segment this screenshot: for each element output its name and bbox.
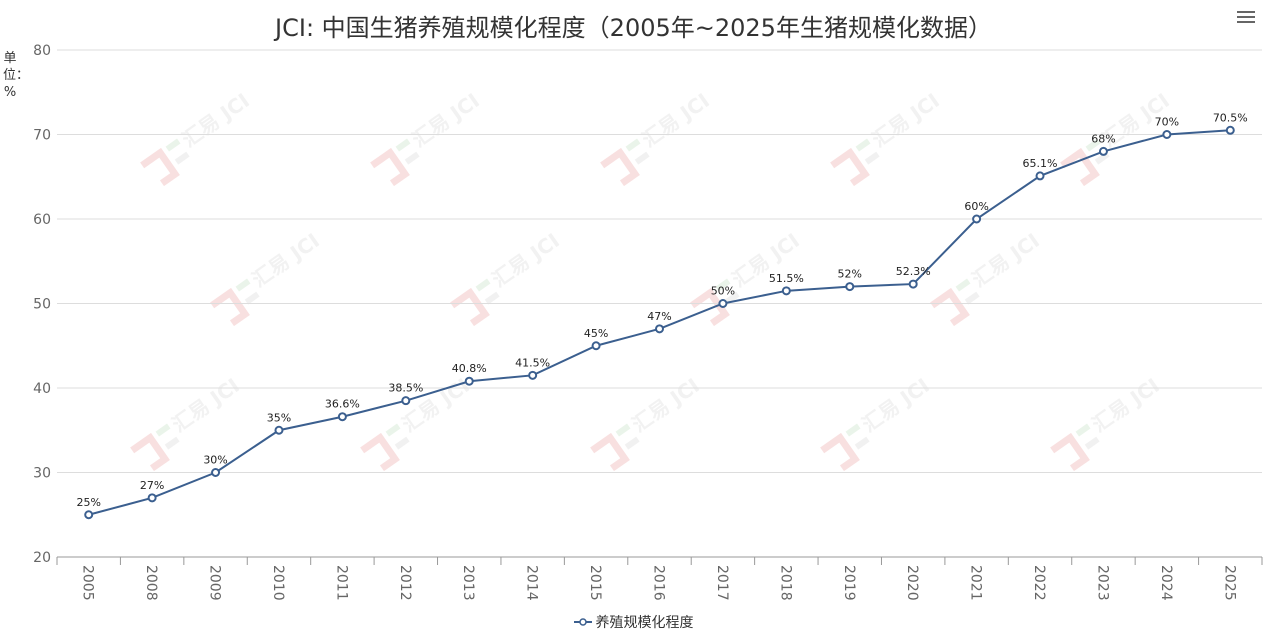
y-axis-ticks: 20 30 40 50 60 70 80 (33, 43, 51, 566)
watermark-logo: 汇易 JCI (210, 228, 324, 327)
data-label: 41.5% (515, 356, 550, 369)
watermark-logo: 汇易 JCI (1060, 88, 1174, 187)
data-label: 52.3% (896, 265, 931, 278)
y-tick-label: 40 (33, 381, 51, 397)
data-point (845, 282, 855, 292)
data-point (908, 279, 918, 289)
data-label: 47% (647, 310, 671, 323)
watermark-logo: 汇易 JCI (600, 88, 714, 187)
watermark-text: 汇易 JCI (167, 373, 243, 437)
data-point (147, 493, 157, 503)
data-point (718, 299, 728, 308)
x-tick-label: 2022 (1031, 565, 1047, 601)
data-labels: 25% 27% 30% 35% 36.6% 38.5% 40.8% 41.5% 45% 47% 50… (76, 111, 1247, 508)
data-label: 68% (1091, 132, 1115, 145)
x-tick-label: 2005 (80, 565, 96, 601)
watermark-text: 汇易 JCI (177, 88, 253, 152)
x-tick-label: 2015 (587, 565, 603, 601)
x-tick-label: 2009 (207, 565, 223, 601)
data-point (1225, 125, 1235, 135)
watermark-logo: 汇易 JCI (370, 88, 484, 187)
watermark-text: 汇易 JCI (967, 228, 1043, 292)
data-point (401, 396, 411, 406)
data-point (211, 468, 221, 477)
data-point (84, 510, 94, 520)
x-tick-label: 2013 (460, 565, 476, 601)
watermark-text: 汇易 JCI (857, 373, 933, 437)
x-tick-label: 2011 (333, 565, 349, 601)
data-label: 70% (1155, 116, 1179, 129)
data-label: 50% (711, 285, 735, 298)
x-tick-label: 2016 (651, 565, 667, 601)
x-tick-label: 2008 (143, 565, 159, 601)
legend-line-marker-icon (573, 618, 592, 626)
x-tick-label: 2010 (270, 565, 286, 601)
watermark-logo: 汇易 JCI (930, 228, 1044, 327)
x-tick-label: 2017 (714, 565, 730, 601)
data-label: 25% (76, 496, 100, 509)
data-label: 60% (964, 200, 988, 213)
data-point (528, 370, 538, 380)
y-tick-label: 30 (33, 466, 51, 482)
y-tick-label: 70 (33, 128, 51, 144)
data-point (464, 376, 474, 386)
data-label: 30% (203, 454, 227, 467)
x-tick-label: 2018 (777, 565, 793, 601)
legend-label: 养殖规模化程度 (595, 615, 694, 631)
y-tick-label: 50 (33, 297, 51, 313)
data-label: 51.5% (769, 272, 804, 285)
series-line (84, 125, 1235, 520)
y-tick-label: 20 (33, 550, 51, 566)
watermark-text: 汇易 JCI (247, 228, 323, 292)
y-tick-label: 60 (33, 212, 51, 228)
watermark-text: 汇易 JCI (867, 88, 943, 152)
data-label: 52% (838, 268, 862, 281)
data-point (655, 324, 664, 334)
data-label: 35% (267, 411, 291, 424)
x-tick-label: 2021 (968, 565, 984, 601)
x-tick-label: 2023 (1094, 565, 1110, 601)
data-point (1162, 130, 1172, 139)
x-tick-label: 2019 (841, 565, 857, 601)
watermark-text: 汇易 JCI (1087, 373, 1163, 437)
data-point (1035, 171, 1045, 181)
data-label: 36.6% (325, 398, 360, 411)
chart-title: JCI: 中国生猪养殖规模化程度（2005年~2025年生猪规模化数据） (275, 14, 992, 42)
x-tick-label: 2012 (397, 565, 413, 601)
x-tick-label: 2020 (904, 565, 920, 601)
x-axis: 2005 2008 2009 2010 2011 2012 2013 2014 2015 2016… (56, 557, 1263, 601)
data-point (337, 412, 347, 422)
watermark-text: 汇易 JCI (487, 228, 563, 292)
y-tick-label: 80 (33, 43, 51, 59)
legend-item[interactable]: 养殖规模化程度 (573, 612, 694, 632)
data-label: 27% (140, 479, 164, 492)
watermark-logo: 汇易 JCI (830, 88, 944, 187)
data-label: 40.8% (452, 362, 487, 375)
x-tick-label: 2025 (1221, 565, 1237, 601)
watermark-text: 汇易 JCI (407, 88, 483, 152)
legend: 养殖规模化程度 (0, 612, 1267, 632)
data-label: 38.5% (388, 382, 423, 395)
data-point (1098, 146, 1108, 156)
data-label: 70.5% (1213, 111, 1248, 124)
watermark-logo: 汇易 JCI (140, 88, 254, 187)
x-tick-label: 2014 (524, 565, 540, 601)
watermark-text: 汇易 JCI (627, 373, 703, 437)
x-tick-label: 2024 (1158, 565, 1174, 601)
data-point (781, 286, 791, 296)
watermark-text: 汇易 JCI (637, 88, 713, 152)
data-point (274, 425, 284, 435)
data-label: 45% (584, 327, 608, 340)
watermark-logo: 汇易 JCI (450, 228, 564, 327)
data-point (591, 341, 601, 351)
hamburger-menu-icon (1237, 11, 1255, 13)
data-point (972, 214, 982, 224)
data-label: 65.1% (1023, 157, 1058, 170)
grid-lines (57, 49, 1262, 558)
chart-menu-button[interactable] (1237, 8, 1255, 24)
